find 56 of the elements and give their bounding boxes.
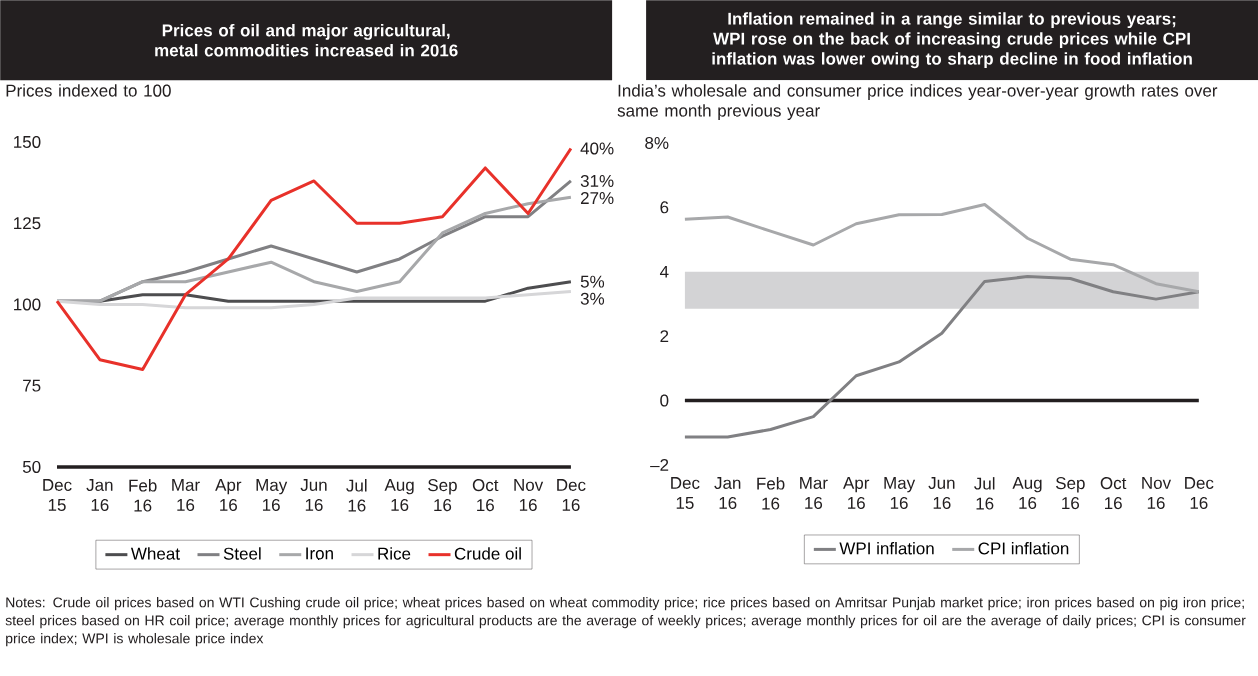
y-tick-label: 0: [660, 394, 669, 407]
x-tick-label: Aug 16: [384, 479, 414, 512]
annotation: 40%: [580, 142, 614, 155]
annotation: 3%: [580, 292, 605, 305]
y-tick-label: 2: [660, 330, 669, 343]
chart-title: Prices of oil and major agricultural, metal commodities increased in 2016: [155, 24, 458, 57]
x-tick-label: Jun 16: [928, 477, 955, 510]
chart-title: Inflation remained in a range similar to previous years; WPI rose on the back of increasing crude prices while CPI inflation was lower owing to sharp decline in food inflation: [712, 12, 1192, 69]
x-tick-label: Dec 15: [43, 479, 72, 512]
x-tick-label: Mar 16: [800, 477, 828, 510]
x-tick-label: Mar 16: [172, 479, 200, 512]
x-tick-label: May 16: [884, 477, 916, 510]
legend-label: Crude oil: [454, 547, 521, 560]
x-tick-label: Apr 16: [843, 477, 870, 510]
annotation: 31%: [580, 175, 614, 188]
x-tick-label: Dec 16: [1185, 477, 1214, 510]
x-tick-label: Nov 16: [514, 479, 544, 512]
legend-label: Iron: [306, 547, 333, 560]
annotation: 27%: [580, 192, 614, 205]
x-tick-label: Aug 16: [1012, 477, 1042, 510]
text: Notes: Crude oil prices based on WTI Cushing crude oil price; wheat prices based on wheat commodity price; rice prices based on Amritsar Punjab market price; iron prices based on pig iron price; steel prices based on HR coil price; average monthly prices for agricultural products are the average of weekly prices; average monthly prices for oil are the average of daily prices; CPI is consumer price index; WPI is wholesale price index: [5, 597, 1246, 647]
y-tick-label: 50: [22, 460, 41, 473]
x-tick-label: Feb 16: [757, 477, 785, 510]
y-tick-label: 75: [23, 379, 41, 392]
x-tick-label: Jul 16: [974, 477, 995, 510]
y-tick-label: 125: [14, 217, 41, 230]
legend-label: CPI inflation: [978, 542, 1069, 555]
x-tick-label: Apr 16: [215, 479, 242, 512]
x-tick-label: Dec 15: [671, 477, 700, 510]
x-tick-label: Jun 16: [300, 479, 327, 512]
x-tick-label: Dec 16: [557, 479, 586, 512]
x-tick-label: Jul 16: [346, 479, 367, 512]
line-series: [55, 147, 573, 371]
y-tick-label: 150: [14, 136, 41, 149]
x-tick-label: May 16: [256, 479, 288, 512]
y-axis-title: India’s wholesale and consumer price indices year-over-year growth rates over same month previous year: [617, 84, 1218, 121]
y-tick-label: –2: [650, 459, 669, 471]
y-tick-label: 8%: [645, 137, 669, 150]
x-tick-label: Nov 16: [1142, 477, 1172, 510]
legend-label: Rice: [378, 547, 411, 560]
y-axis-title: Prices indexed to 100: [6, 84, 171, 97]
annotation: 5%: [580, 275, 605, 288]
y-tick-label: 6: [660, 201, 669, 214]
x-tick-label: Oct 16: [472, 479, 499, 512]
x-tick-label: Feb 16: [129, 479, 157, 512]
y-tick-label: 100: [14, 298, 41, 311]
x-tick-label: Sep 16: [1055, 477, 1085, 510]
legend-label: WPI inflation: [839, 542, 934, 555]
legend-label: Steel: [223, 547, 261, 560]
x-tick-label: Jan 16: [714, 477, 741, 510]
legend-label: Wheat: [130, 547, 180, 560]
x-tick-label: Jan 16: [86, 479, 113, 512]
x-tick-label: Oct 16: [1100, 477, 1127, 510]
x-tick-label: Sep 16: [428, 479, 457, 512]
line-series: [683, 203, 1201, 294]
y-tick-label: 4: [659, 265, 669, 278]
